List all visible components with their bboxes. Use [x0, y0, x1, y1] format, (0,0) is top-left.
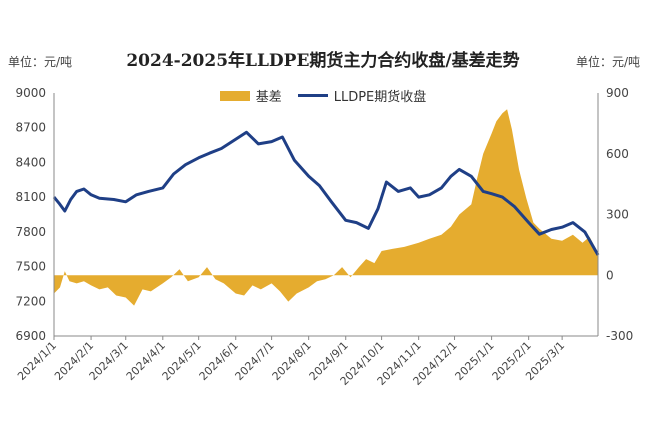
- legend-item-basis: 基差: [219, 86, 282, 105]
- x-tick-label: 2024/5/1: [160, 339, 204, 383]
- y-right-tick-label: 900: [606, 86, 629, 100]
- y-right-tick-label: 300: [606, 208, 629, 222]
- x-tick-label: 2025/1/1: [453, 339, 497, 383]
- legend-label-futures: LLDPE期货收盘: [333, 90, 427, 105]
- right-axis-unit: 单位：元/吨: [575, 55, 640, 69]
- y-left-tick-label: 8100: [15, 190, 46, 204]
- y-left-tick-label: 6900: [15, 329, 46, 343]
- y-left-tick-label: 7200: [15, 294, 46, 308]
- y-right-tick-label: 600: [606, 147, 629, 161]
- y-left-tick-label: 9000: [15, 86, 46, 100]
- x-tick-label: 2024/1/1: [15, 339, 59, 383]
- y-left-tick-label: 7500: [15, 260, 46, 274]
- x-tick-label: 2024/8/1: [270, 339, 314, 383]
- y-left-tick-label: 8400: [15, 155, 46, 169]
- x-tick-label: 2024/7/1: [233, 339, 277, 383]
- futures-close-line: [52, 130, 600, 256]
- legend: 基差 LLDPE期货收盘: [0, 86, 646, 105]
- legend-label-basis: 基差: [255, 90, 282, 105]
- y-right-tick-label: 0: [606, 268, 614, 282]
- y-left-tick-label: 8700: [15, 121, 46, 135]
- legend-swatch-basis: [219, 90, 250, 101]
- chart-title: 2024-2025年LLDPE期货主力合约收盘/基差走势: [126, 51, 520, 71]
- legend-swatch-futures: [297, 94, 328, 97]
- y-right-tick-label: -300: [606, 329, 633, 343]
- y-left-tick-label: 7800: [15, 225, 46, 239]
- legend-item-futures: LLDPE期货收盘: [297, 86, 427, 105]
- left-axis-unit: 单位：元/吨: [8, 55, 73, 69]
- basis-area: [54, 109, 598, 306]
